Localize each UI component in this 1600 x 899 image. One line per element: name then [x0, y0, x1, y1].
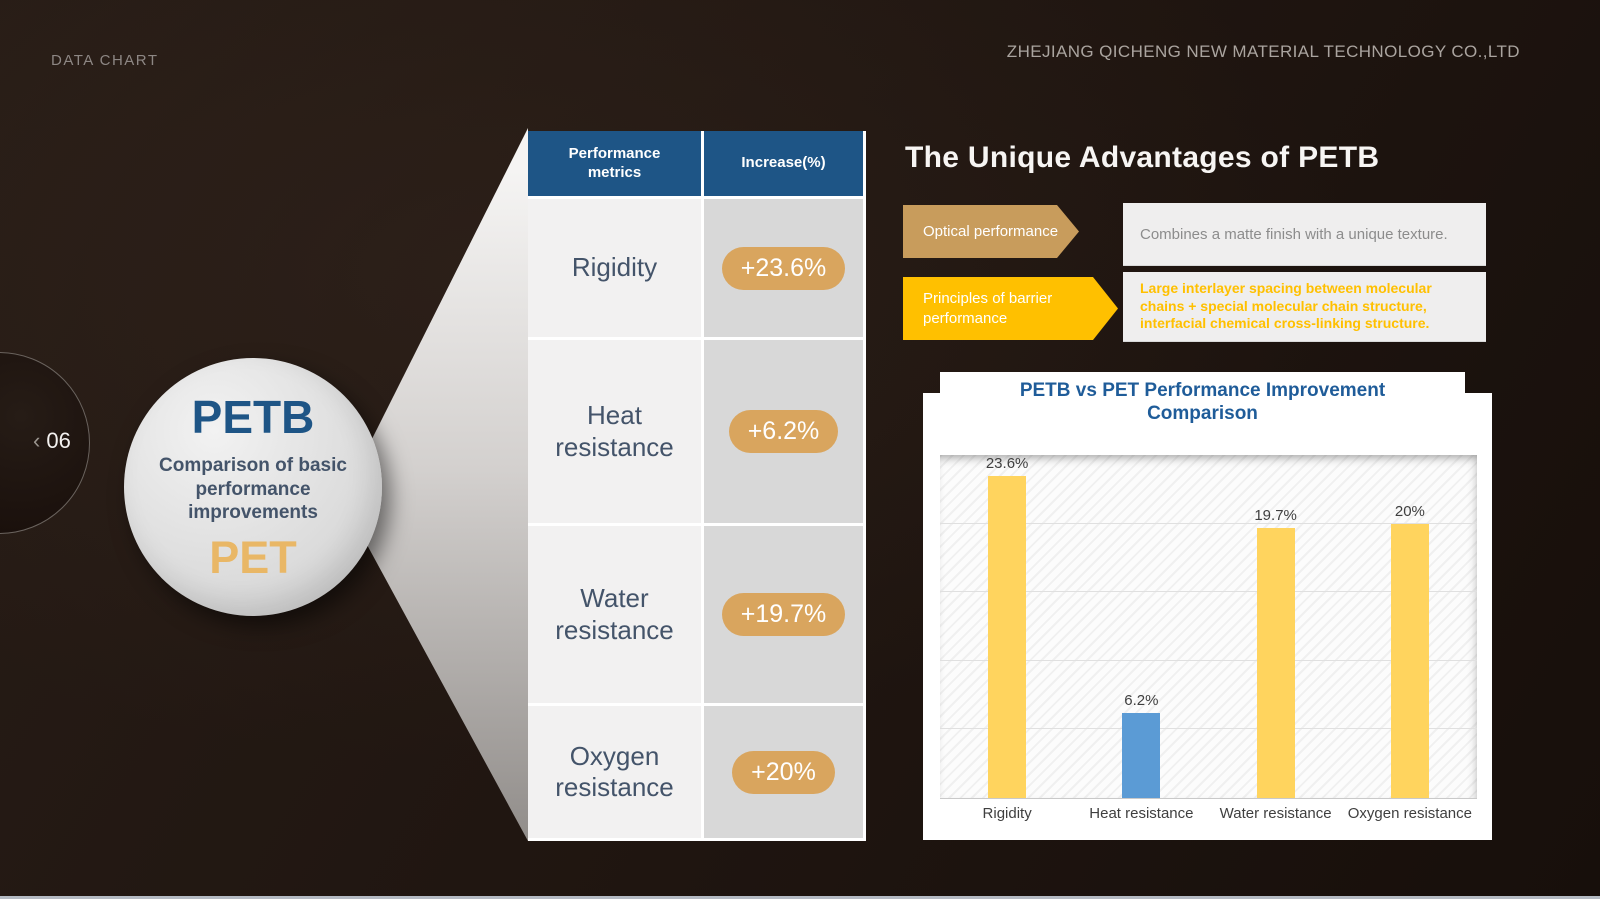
slide-bottom-edge: [0, 896, 1600, 899]
increase-pill: +23.6%: [721, 246, 846, 290]
bar-slot: 19.7%: [1209, 455, 1343, 798]
hub-secondary-label: PET: [209, 532, 297, 584]
table-row-metric: Heat resistance: [528, 340, 701, 523]
x-axis-label: Rigidity: [982, 805, 1032, 822]
metric-label: Oxygen resistance: [555, 740, 674, 802]
company-name: ZHEJIANG QICHENG NEW MATERIAL TECHNOLOGY…: [1006, 42, 1520, 61]
table-row-metric: Water resistance: [528, 526, 701, 703]
bar: [1390, 523, 1429, 798]
bar: [988, 476, 1027, 798]
table-row-increase: +20%: [704, 706, 863, 838]
bar-slot: 23.6%: [940, 455, 1074, 798]
gridline: [940, 591, 1477, 593]
gridline: [940, 728, 1477, 730]
slide-tag: DATA CHART: [51, 52, 159, 69]
chart-title-band: PETB vs PET Performance Improvement Comp…: [940, 372, 1465, 432]
bar-slot: 20%: [1343, 455, 1477, 798]
bar-value-label: 23.6%: [985, 455, 1029, 472]
table-row-metric: Oxygen resistance: [528, 706, 701, 838]
x-axis-label: Oxygen resistance: [1347, 805, 1472, 822]
table-row-metric: Rigidity: [528, 199, 701, 337]
advantage-arrow-label: Optical performance: [923, 222, 1059, 240]
bar-value-label: 6.2%: [1124, 691, 1159, 709]
metric-label: Rigidity: [571, 252, 658, 283]
gridline: [940, 659, 1477, 661]
increase-pill: +20%: [732, 750, 835, 794]
increase-pill: +19.7%: [721, 593, 846, 636]
panel-title: The Unique Advantages of PETB: [905, 141, 1380, 174]
bar-slot: 6.2%: [1074, 455, 1208, 798]
table-header-label: Performance metrics: [568, 144, 661, 181]
advantage-text: Combines a matte finish with a unique te…: [1140, 225, 1448, 243]
table-header-metrics: Performance metrics: [528, 131, 701, 196]
bar-value-label: 20%: [1394, 502, 1425, 520]
metric-label: Water resistance: [555, 583, 674, 645]
table-row-increase: +23.6%: [704, 199, 863, 337]
table-row-increase: +6.2%: [704, 340, 863, 523]
table-header-increase: Increase(%): [704, 131, 863, 196]
advantage-arrow-barrier: Principles of barrier performance: [903, 277, 1118, 340]
chevron-left-icon[interactable]: ‹: [33, 428, 41, 453]
hub-primary-label: PETB: [191, 390, 315, 443]
chart-plot: 23.6% 6.2% 19.7% 20%: [940, 455, 1477, 799]
chart-card: 23.6% 6.2% 19.7% 20% Rigidity Heat resistanc…: [923, 393, 1492, 840]
chart-title: PETB vs PET Performance Improvement Comp…: [1019, 380, 1386, 425]
bar: [1122, 712, 1161, 798]
table-row-increase: +19.7%: [704, 526, 863, 703]
advantage-arrow-label: Principles of barrier performance: [923, 290, 1053, 327]
hub-caption: Comparison of basic performance improvem…: [159, 454, 347, 524]
bar: [1256, 527, 1295, 798]
table-header-label: Increase(%): [741, 154, 826, 172]
x-axis-label: Water resistance: [1219, 805, 1332, 822]
advantage-text-barrier: Large interlayer spacing between molecul…: [1123, 272, 1486, 342]
increase-pill: +6.2%: [728, 410, 839, 453]
hub-circle: PETB Comparison of basic performance imp…: [124, 358, 382, 616]
bar-value-label: 19.7%: [1254, 506, 1297, 524]
metric-label: Heat resistance: [555, 400, 674, 462]
x-axis-label: Heat resistance: [1089, 805, 1194, 822]
page-nav-circle: ‹ 06: [0, 352, 90, 534]
chart-x-labels: Rigidity Heat resistance Water resistance O…: [940, 799, 1477, 822]
gridline: [940, 522, 1477, 524]
advantage-text-optical: Combines a matte finish with a unique te…: [1123, 203, 1486, 266]
advantage-arrow-optical: Optical performance: [903, 205, 1079, 258]
advantage-text: Large interlayer spacing between molecul…: [1140, 279, 1432, 332]
page-number: 06: [46, 428, 71, 453]
metrics-table: Performance metrics Increase(%) Rigidity…: [528, 131, 866, 841]
page-nav[interactable]: ‹ 06: [33, 428, 71, 454]
